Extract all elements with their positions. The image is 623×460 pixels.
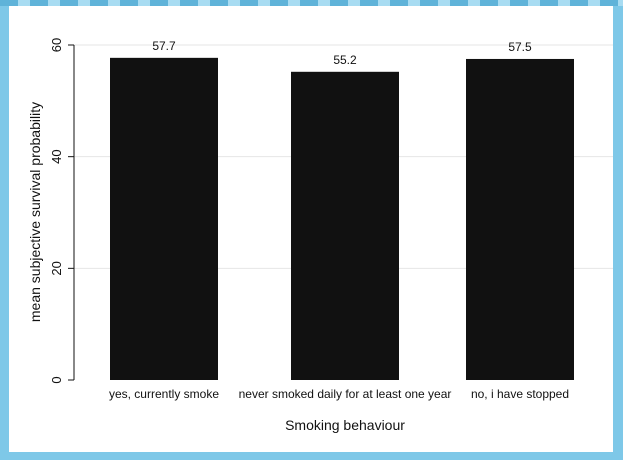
bar: [466, 58, 574, 380]
y-tick-label: 60: [49, 38, 64, 52]
y-tick-label: 40: [49, 149, 64, 163]
bar: [110, 57, 218, 380]
x-axis-title: Smoking behaviour: [285, 417, 405, 433]
category-label: no, i have stopped: [471, 387, 569, 401]
category-label: yes, currently smoke: [109, 387, 219, 401]
top-border-decoration: [0, 0, 623, 6]
bars: [110, 57, 574, 381]
category-labels: yes, currently smoke never smoked daily f…: [109, 387, 569, 401]
data-label: 55.2: [333, 53, 357, 67]
data-labels: 57.7 55.2 57.5: [152, 39, 532, 67]
data-label: 57.7: [152, 39, 176, 53]
y-tick-label: 0: [49, 376, 64, 383]
data-label: 57.5: [508, 40, 532, 54]
bar: [291, 71, 399, 381]
y-tick-label: 20: [49, 261, 64, 275]
y-axis-ticks: 0 20 40 60: [49, 38, 74, 384]
y-axis-title: mean subjective survival probability: [27, 102, 43, 322]
category-label: never smoked daily for at least one year: [239, 387, 452, 401]
